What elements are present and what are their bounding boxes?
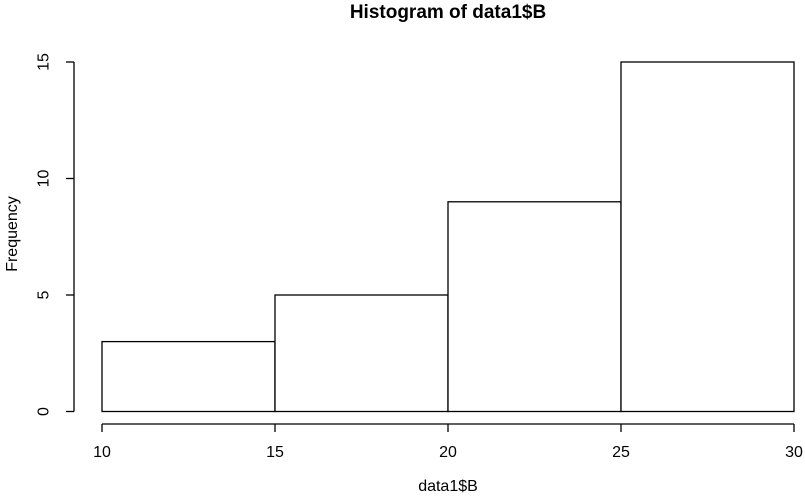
histogram-bar	[447, 201, 622, 413]
x-tick-label: 30	[785, 444, 803, 461]
y-tick-label: 0	[36, 407, 53, 416]
y-tick-label: 10	[36, 170, 53, 188]
histogram-bar	[101, 340, 276, 413]
x-axis-label: data1$B	[418, 478, 478, 495]
y-tick-label: 15	[36, 53, 53, 71]
x-tick-label: 10	[93, 444, 111, 461]
x-tick-label: 25	[612, 444, 630, 461]
histogram-bar	[620, 61, 795, 413]
x-tick-label: 15	[266, 444, 284, 461]
chart-title: Histogram of data1$B	[349, 2, 547, 23]
x-tick-label: 20	[439, 444, 457, 461]
y-tick-label: 5	[36, 290, 53, 299]
histogram-bar	[274, 294, 449, 413]
